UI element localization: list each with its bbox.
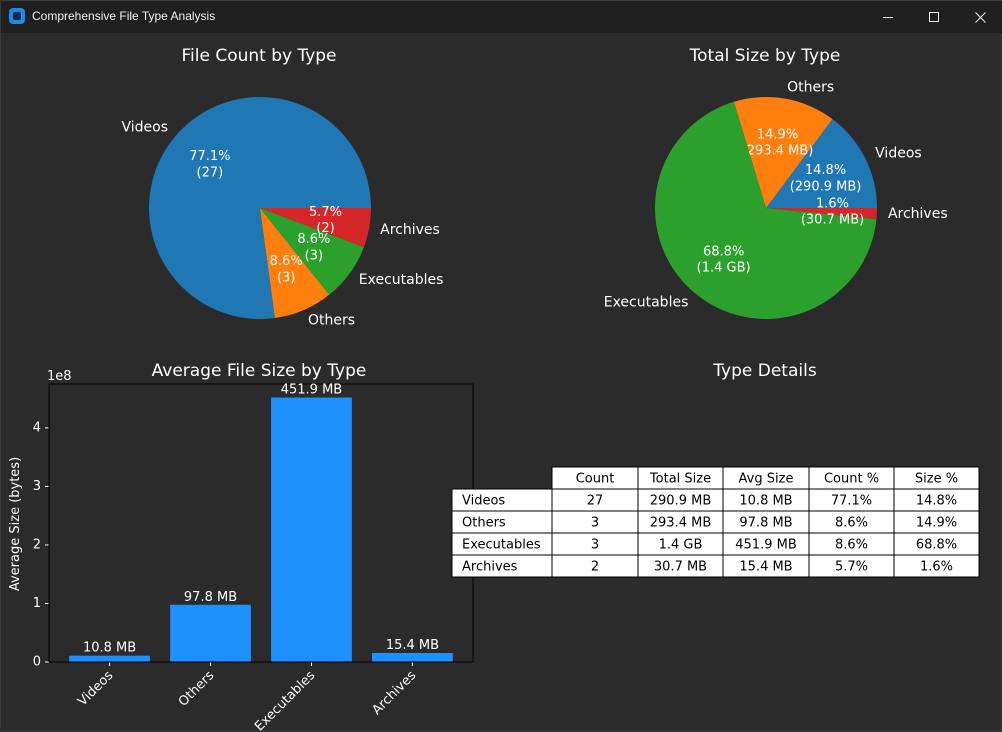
x-tick-label: Others	[176, 668, 218, 710]
pie-slice	[260, 208, 330, 318]
bar-value-label: 451.9 MB	[281, 383, 342, 398]
table-row-label: Others	[462, 516, 506, 531]
app-icon	[9, 8, 25, 24]
table-cell-text: 3	[591, 538, 599, 553]
table-cell-text: 5.7%	[835, 560, 868, 575]
table-header-text: Count %	[824, 472, 879, 487]
minimize-button[interactable]	[865, 1, 911, 33]
close-button[interactable]	[957, 1, 1002, 33]
y-tick-label: 1	[33, 596, 41, 611]
y-tick-label: 4	[33, 420, 41, 435]
table-cell-text: 97.8 MB	[739, 516, 792, 531]
table-cell-text: 1.4 GB	[659, 538, 703, 553]
title-bar[interactable]: Comprehensive File Type Analysis	[1, 1, 1002, 33]
bar-value-label: 10.8 MB	[83, 641, 136, 656]
table-row-label: Executables	[462, 538, 541, 553]
window-title: Comprehensive File Type Analysis	[32, 9, 216, 23]
maximize-button[interactable]	[911, 1, 957, 33]
slice-percent-label: 1.6% (30.7 MB)	[801, 196, 864, 227]
slice-percent-label: 5.7% (2)	[309, 204, 342, 235]
slice-label: Executables	[604, 294, 689, 310]
table-cell-text: 68.8%	[916, 538, 957, 553]
table-header-text: Count	[576, 472, 615, 487]
slice-label: Others	[787, 80, 834, 96]
type-details-table: Type Details Count Total Size Avg Size Coun…	[451, 361, 980, 578]
table-cell	[893, 554, 980, 578]
chart-title: Average File Size by Type	[152, 361, 367, 381]
bar	[170, 604, 251, 662]
pie-slice	[766, 208, 877, 220]
chart-title: File Count by Type	[181, 46, 336, 66]
minimize-icon	[883, 17, 893, 18]
pie-chart-file-count: File Count by Type 77.1% (27) Videos 8.6% (3…	[122, 46, 444, 328]
slice-label: Archives	[380, 222, 440, 238]
pie-chart-total-size: Total Size by Type 14.8% (290.9 MB) Videos…	[604, 46, 948, 319]
slice-percent-label: 77.1% (27)	[189, 149, 230, 180]
table-cell-text: 30.7 MB	[654, 560, 707, 575]
figure-canvas: File Count by Type 77.1% (27) Videos 8.6% (3…	[8, 46, 980, 731]
chart-title: Type Details	[712, 361, 817, 381]
bar	[271, 397, 352, 662]
close-icon	[974, 11, 986, 23]
bar	[69, 655, 150, 662]
y-scale-label: 1e8	[47, 369, 72, 384]
table-cell-text: 293.4 MB	[650, 516, 711, 531]
table-header-text: Size %	[915, 472, 958, 487]
x-tick-label: Archives	[369, 668, 419, 718]
slice-label: Videos	[875, 145, 922, 161]
y-tick-label: 3	[33, 479, 41, 494]
table-row-label: Videos	[462, 494, 505, 509]
slice-percent-label: 14.9% (293.4 MB)	[742, 127, 814, 158]
table-header-text: Avg Size	[739, 472, 794, 487]
pie-slice	[733, 96, 833, 208]
x-tick-label: Executables	[252, 668, 318, 731]
table-cell-text: 27	[587, 494, 604, 509]
slice-label: Videos	[122, 120, 169, 136]
table-row-label: Archives	[462, 560, 518, 575]
table-cell-text: 3	[591, 516, 599, 531]
slice-label: Others	[308, 312, 355, 328]
slice-percent-label: 68.8% (1.4 GB)	[697, 244, 751, 275]
slice-percent-label: 8.6% (3)	[270, 254, 303, 285]
y-axis-label: Average Size (bytes)	[8, 457, 23, 591]
pie-slice	[260, 208, 371, 248]
pie-slice	[260, 208, 364, 295]
table-cell-text: 451.9 MB	[735, 538, 796, 553]
table-cell-text: 8.6%	[835, 516, 868, 531]
table-cell-text: 8.6%	[835, 538, 868, 553]
plot-frame	[48, 383, 474, 663]
slice-percent-label: 8.6% (3)	[297, 232, 330, 263]
bar-chart-average-size: Average File Size by Type 1e8 Average Si…	[8, 361, 474, 731]
table-cell-text: 77.1%	[831, 494, 872, 509]
y-tick-label: 2	[33, 537, 41, 552]
table-cell-text: 2	[591, 560, 599, 575]
slice-label: Executables	[359, 272, 444, 288]
table-cell-text: 1.6%	[920, 560, 953, 575]
slice-label: Archives	[888, 206, 948, 222]
pie-slice	[655, 101, 877, 319]
table-cell-text: 14.8%	[916, 494, 957, 509]
table-cell-text: 290.9 MB	[650, 494, 711, 509]
bar	[372, 652, 453, 662]
slice-percent-label: 14.8% (290.9 MB)	[790, 163, 862, 194]
table-cell-text: 10.8 MB	[739, 494, 792, 509]
pie-slice	[766, 119, 877, 208]
chart-title: Total Size by Type	[689, 46, 841, 66]
maximize-icon	[929, 12, 939, 22]
bar-value-label: 97.8 MB	[184, 590, 237, 605]
table-cell-text: 15.4 MB	[739, 560, 792, 575]
y-tick-label: 0	[33, 655, 41, 670]
bar-value-label: 15.4 MB	[386, 638, 439, 653]
table-header-text: Total Size	[649, 472, 711, 487]
table-cell-text: 14.9%	[916, 516, 957, 531]
x-tick-label: Videos	[75, 668, 116, 709]
